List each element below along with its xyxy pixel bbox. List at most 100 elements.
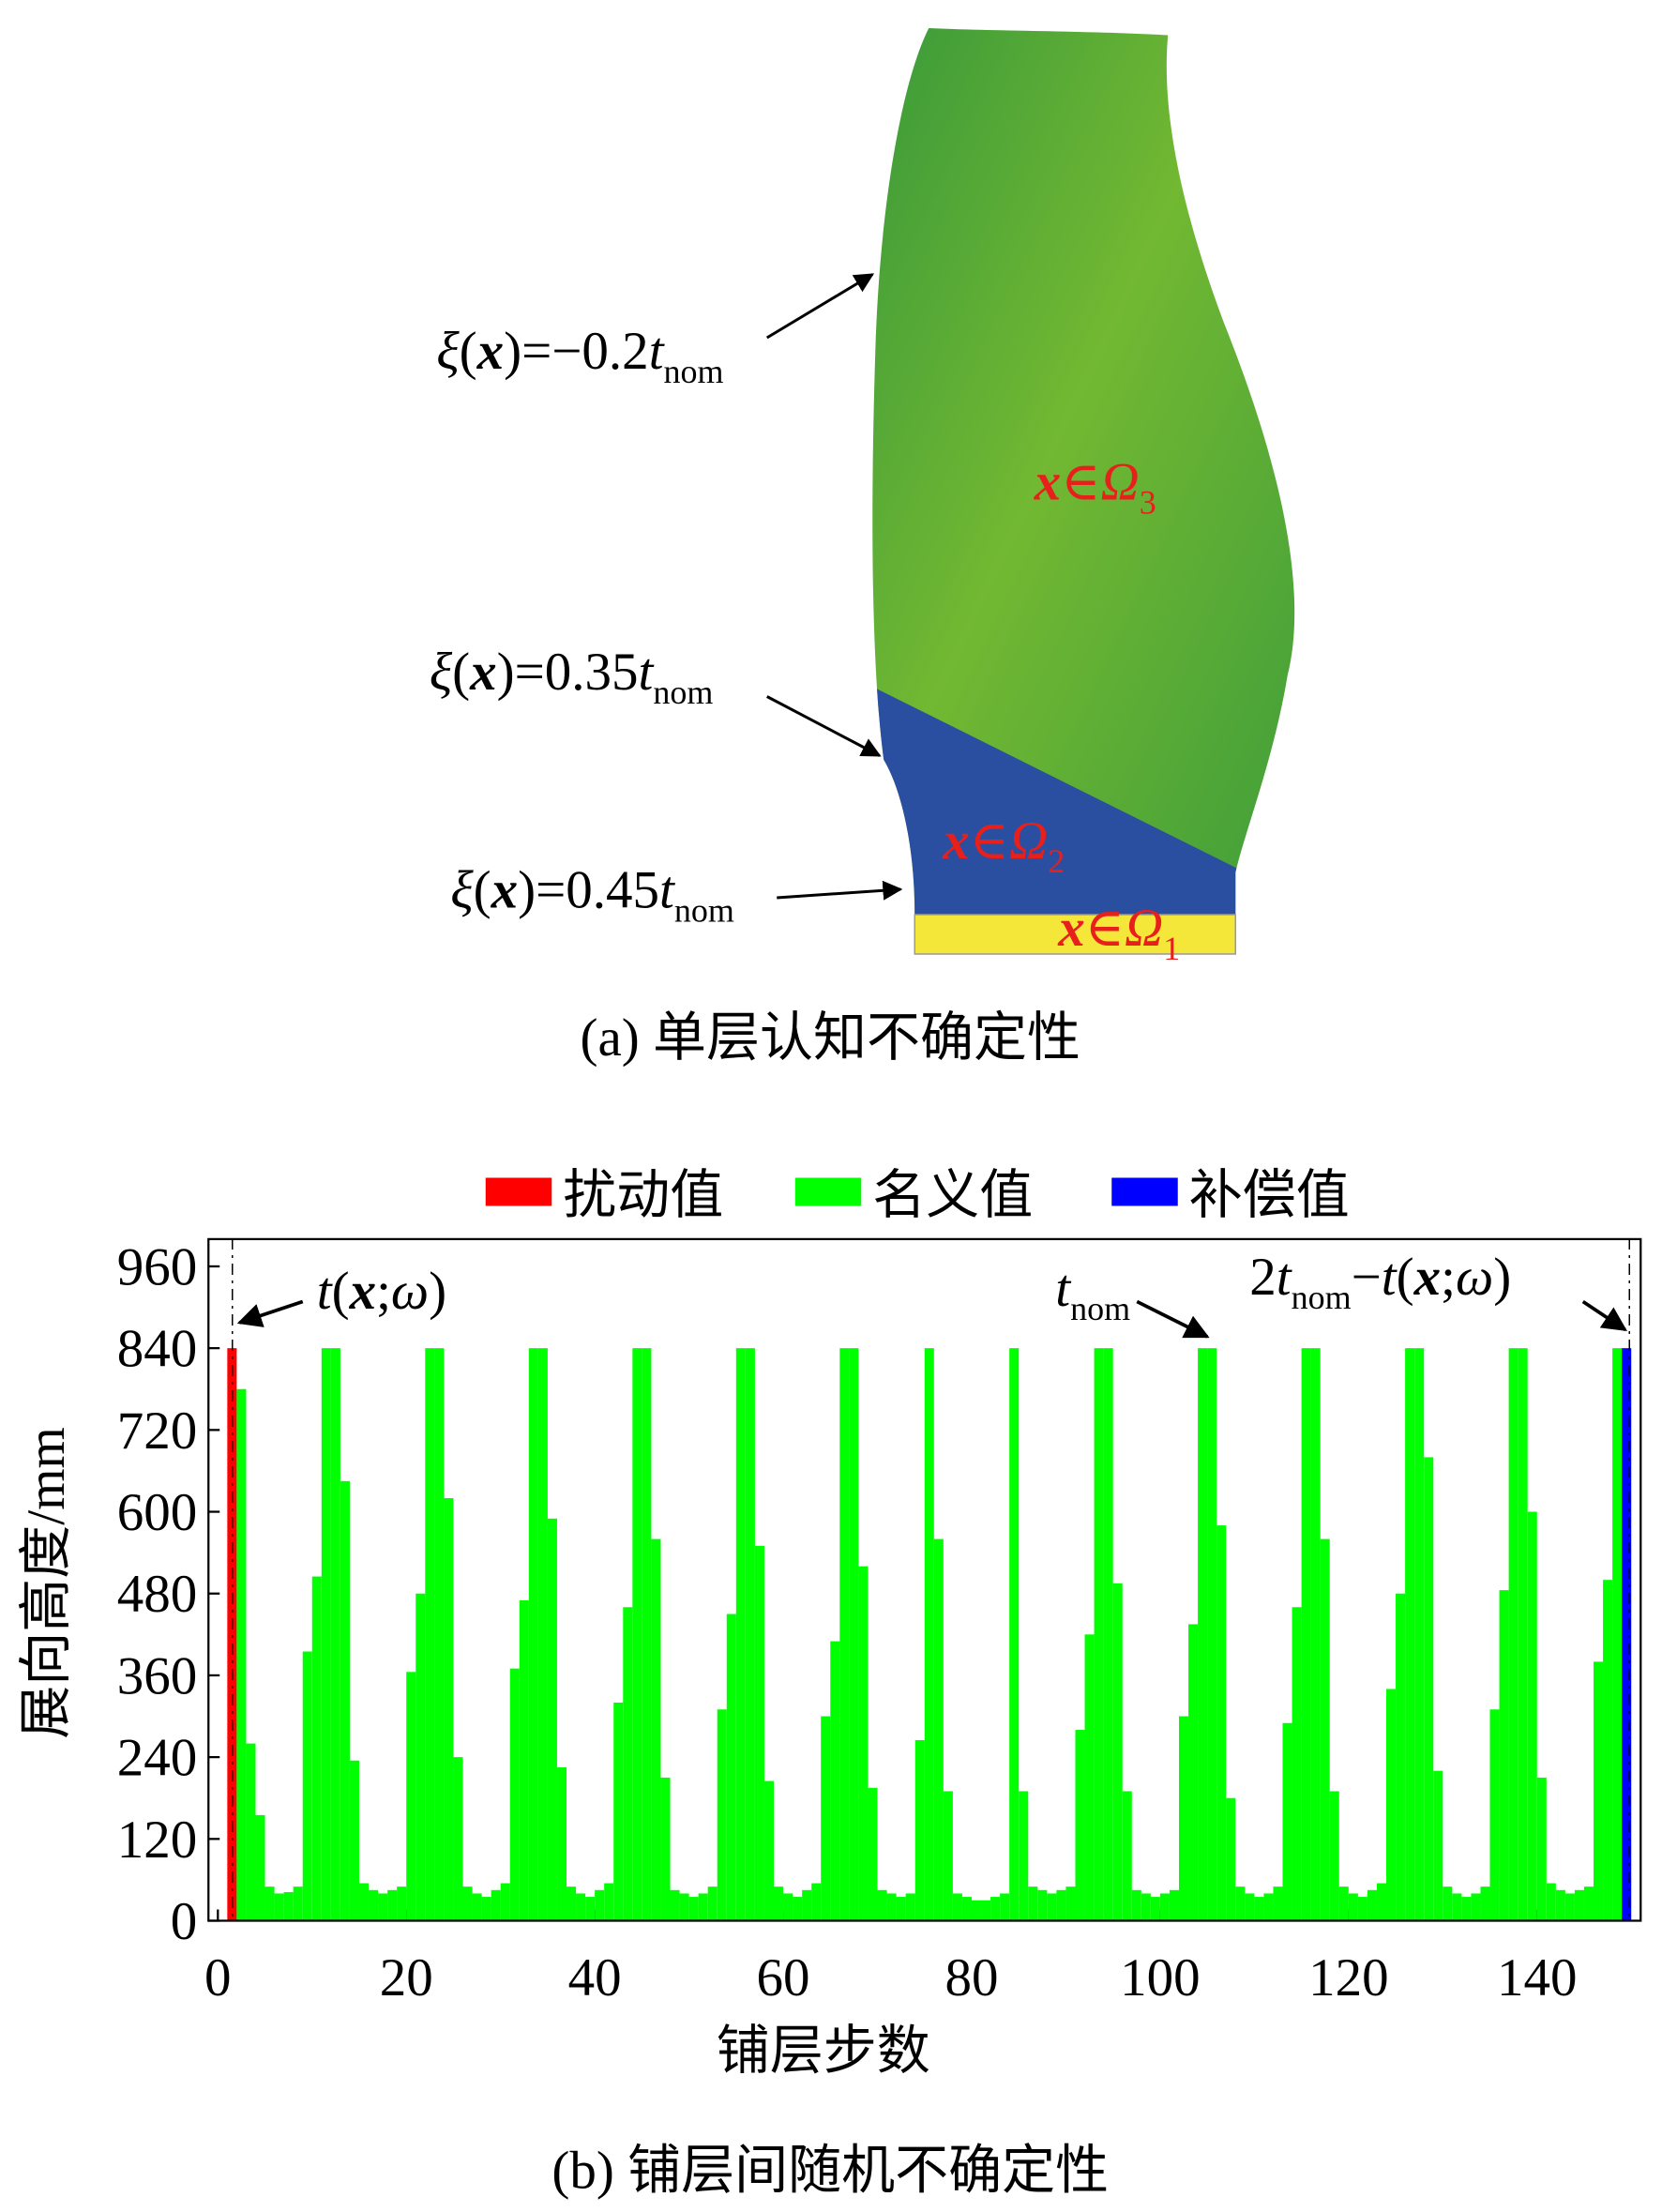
bar xyxy=(1424,1457,1434,1921)
arrow xyxy=(236,1299,304,1327)
t: ( xyxy=(460,322,477,381)
bar xyxy=(369,1889,379,1921)
bar xyxy=(933,1538,944,1921)
bar xyxy=(793,1897,803,1921)
bar xyxy=(632,1348,642,1921)
bar xyxy=(1414,1348,1425,1921)
bar xyxy=(1075,1730,1085,1921)
bar xyxy=(774,1886,784,1921)
bar xyxy=(604,1883,614,1921)
annotation: t(x;ω) xyxy=(317,1262,446,1321)
t: Ω xyxy=(1100,453,1139,512)
bar xyxy=(227,1348,237,1921)
bar xyxy=(1292,1607,1302,1921)
bar xyxy=(1207,1348,1217,1921)
bar xyxy=(886,1893,897,1921)
bar xyxy=(896,1897,906,1921)
bar xyxy=(717,1709,727,1921)
bar xyxy=(349,1760,359,1921)
t: )=−0.2 xyxy=(504,322,649,381)
bar xyxy=(1555,1889,1565,1921)
bar xyxy=(576,1893,586,1921)
bar xyxy=(1056,1889,1066,1921)
bar xyxy=(509,1668,520,1921)
bar xyxy=(735,1348,746,1921)
bar xyxy=(453,1757,463,1921)
bar xyxy=(670,1889,680,1921)
bar xyxy=(1131,1889,1141,1921)
bar xyxy=(1141,1893,1151,1921)
t: nom xyxy=(664,353,724,390)
t: ) xyxy=(429,1262,446,1321)
t: x xyxy=(469,643,497,702)
bar xyxy=(1396,1593,1406,1921)
bar xyxy=(1122,1791,1132,1921)
bar xyxy=(1461,1897,1472,1921)
t: ( xyxy=(1397,1248,1414,1307)
region-label: x∈Ω1 xyxy=(1057,899,1180,967)
bar xyxy=(961,1897,972,1921)
t: nom xyxy=(653,674,713,711)
bar xyxy=(255,1814,265,1921)
bar xyxy=(1226,1797,1236,1921)
x-tick-label: 0 xyxy=(204,1948,232,2007)
t: ; xyxy=(376,1262,391,1321)
x-tick-label: 100 xyxy=(1120,1948,1201,2007)
blade xyxy=(872,28,1295,955)
bar xyxy=(1433,1770,1443,1921)
legend-swatch xyxy=(794,1177,862,1206)
bar xyxy=(1443,1886,1453,1921)
bar xyxy=(444,1498,454,1921)
bar xyxy=(321,1348,331,1921)
bar xyxy=(537,1348,548,1921)
bar xyxy=(839,1348,850,1921)
bar xyxy=(1489,1709,1500,1921)
annotation: ξ(x)=0.45tnom xyxy=(450,861,734,930)
bar xyxy=(1612,1348,1623,1921)
bar xyxy=(519,1599,529,1921)
bar xyxy=(1376,1883,1387,1921)
caption: (a) 单层认知不确定性 xyxy=(580,1008,1080,1068)
t: t xyxy=(649,322,665,381)
legend-swatch xyxy=(485,1177,552,1206)
bar xyxy=(1000,1893,1010,1921)
t: )=0.35 xyxy=(497,643,639,702)
t: x xyxy=(476,322,505,381)
t: nom xyxy=(1292,1279,1352,1316)
t: t xyxy=(639,643,655,702)
bar xyxy=(547,1518,557,1921)
bar xyxy=(302,1651,312,1921)
bar xyxy=(1386,1689,1397,1921)
bar xyxy=(1178,1716,1189,1921)
t: x xyxy=(491,861,519,920)
bar xyxy=(698,1893,708,1921)
bar xyxy=(811,1883,822,1921)
t: 3 xyxy=(1140,484,1156,522)
t: x xyxy=(1413,1248,1442,1307)
bar xyxy=(481,1897,491,1921)
bar xyxy=(1329,1791,1339,1921)
legend-label: 扰动值 xyxy=(563,1166,723,1225)
bar xyxy=(745,1348,755,1921)
bar xyxy=(1480,1886,1490,1921)
y-tick-label: 600 xyxy=(117,1483,198,1542)
bar xyxy=(246,1743,256,1921)
region-label: x∈Ω2 xyxy=(942,811,1065,880)
bar xyxy=(1028,1886,1038,1921)
bar xyxy=(397,1886,407,1921)
bar xyxy=(556,1767,567,1921)
t: t xyxy=(659,861,675,920)
t: ( xyxy=(474,861,491,920)
bar xyxy=(1282,1722,1292,1921)
bar xyxy=(283,1891,294,1921)
bar xyxy=(726,1614,736,1921)
bar xyxy=(1536,1777,1547,1921)
annotation: ξ(x)=0.35tnom xyxy=(430,643,714,711)
bar xyxy=(1245,1893,1255,1921)
bar xyxy=(868,1787,878,1921)
t: x xyxy=(942,811,970,871)
y-tick-label: 480 xyxy=(117,1565,198,1624)
arrow xyxy=(1136,1299,1210,1339)
